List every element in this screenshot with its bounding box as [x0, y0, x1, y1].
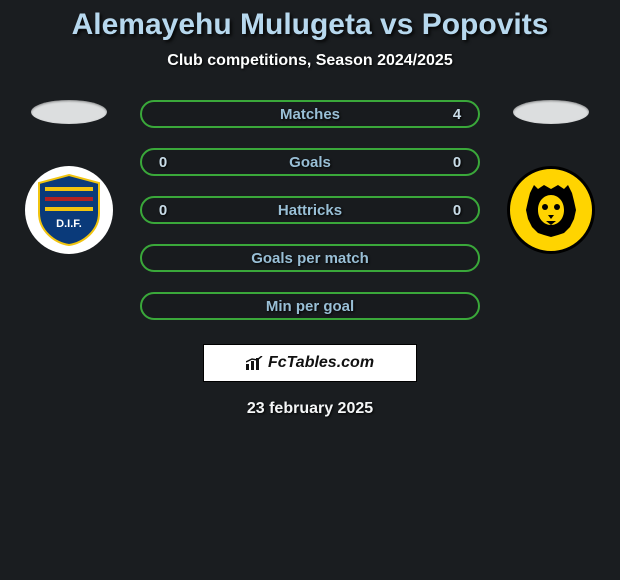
stat-right-value: 0: [450, 202, 464, 219]
stat-row-goals: 0 Goals 0: [140, 148, 480, 176]
main-row: D.I.F. Matches 4 0 Goals 0 0 Hattricks 0: [0, 100, 620, 320]
stat-row-goals-per-match: Goals per match: [140, 244, 480, 272]
left-club-badge: D.I.F.: [25, 166, 113, 254]
lion-icon: [524, 183, 578, 237]
stat-label: Hattricks: [170, 202, 450, 219]
page-title: Alemayehu Mulugeta vs Popovits: [0, 8, 620, 42]
svg-text:D.I.F.: D.I.F.: [56, 218, 82, 230]
chart-icon: [246, 356, 264, 370]
stat-right-value: 0: [450, 154, 464, 171]
right-club-badge: [507, 166, 595, 254]
dif-shield-icon: D.I.F.: [35, 173, 103, 247]
stat-left-value: 0: [156, 202, 170, 219]
date-line: 23 february 2025: [0, 400, 620, 418]
right-player-avatar-placeholder: [513, 100, 589, 124]
right-player-col: [498, 100, 604, 254]
stat-label: Min per goal: [170, 298, 450, 315]
brand-label: FcTables.com: [268, 354, 374, 372]
brand-box[interactable]: FcTables.com: [203, 344, 417, 382]
comparison-card: Alemayehu Mulugeta vs Popovits Club comp…: [0, 0, 620, 418]
stat-label: Goals per match: [170, 250, 450, 267]
stat-label: Goals: [170, 154, 450, 171]
left-player-col: D.I.F.: [16, 100, 122, 254]
left-player-avatar-placeholder: [31, 100, 107, 124]
stat-row-hattricks: 0 Hattricks 0: [140, 196, 480, 224]
stat-left-value: 0: [156, 154, 170, 171]
stat-label: Matches: [170, 106, 450, 123]
stats-column: Matches 4 0 Goals 0 0 Hattricks 0 Goals …: [140, 100, 480, 320]
stat-row-min-per-goal: Min per goal: [140, 292, 480, 320]
subtitle: Club competitions, Season 2024/2025: [0, 52, 620, 70]
stat-row-matches: Matches 4: [140, 100, 480, 128]
stat-right-value: 4: [450, 106, 464, 123]
